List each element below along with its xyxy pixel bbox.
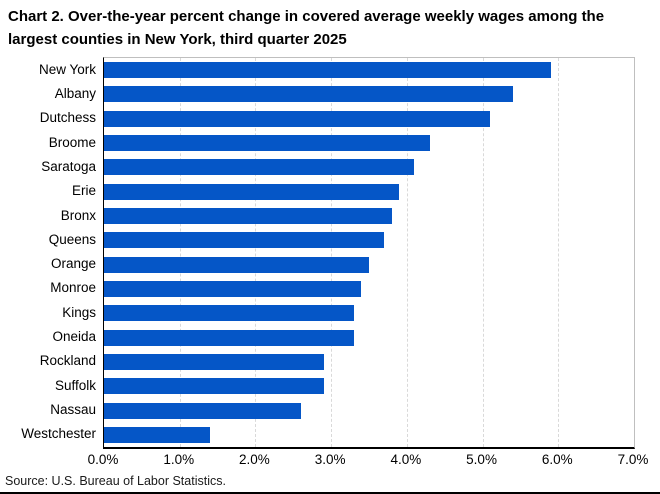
x-tick-label: 7.0% [617,452,649,467]
bar-saratoga [104,159,415,176]
x-tick-label: 5.0% [466,452,497,467]
category-label: Erie [71,183,96,199]
bar-orange [104,256,369,273]
category-label: Albany [54,85,96,101]
category-label: Nassau [50,402,96,418]
bar-kings [104,305,354,322]
chart-title-line2: largest counties in New York, third quar… [8,31,347,48]
gridline [558,58,560,447]
bar-row [104,325,634,349]
category-label: Broome [48,134,96,150]
bar-row [104,180,634,204]
bar-new-york [104,62,551,79]
bar-row [104,131,634,155]
bar-row [104,301,634,325]
x-tick-label: 2.0% [239,452,270,467]
category-label: Kings [62,304,96,320]
x-tick-label: 3.0% [314,452,346,467]
category-axis: New York Albany Dutchess Broome Saratoga Erie… [0,57,96,446]
x-tick-label: 0.0% [87,452,119,467]
bar-nassau [104,402,301,419]
bar-monroe [104,280,362,297]
bar-suffolk [104,378,324,395]
gridline [179,58,181,447]
x-tick-label: 1.0% [163,452,195,467]
bar-row [104,82,634,106]
category-label: Dutchess [39,110,96,126]
category-label: Queens [48,231,96,247]
x-tick-label: 6.0% [541,452,573,467]
bar-row [104,374,634,398]
bar-bronx [104,208,392,225]
category-label: Orange [50,256,96,272]
category-label: Rockland [39,353,96,369]
bar-row [104,155,634,179]
bottom-rule [0,492,660,494]
bar-broome [104,135,430,152]
category-label: New York [38,61,96,77]
plot-area [103,57,635,449]
gridline [406,58,408,447]
bar-queens [104,232,385,249]
x-axis: 0.0% 1.0% 2.0% 3.0% 4.0% 5.0% 6.0% 7.0% [88,452,649,470]
bar-row [104,277,634,301]
bar-westchester [104,426,210,443]
bar-row [104,350,634,374]
bar-erie [104,183,400,200]
chart-title-line1: Chart 2. Over-the-year percent change in… [8,8,605,25]
category-label: Westchester [21,426,96,442]
bar-dutchess [104,110,491,127]
category-label: Suffolk [54,377,96,393]
bar-row [104,228,634,252]
bar-row [104,423,634,447]
source-note: Source: U.S. Bureau of Labor Statistics. [5,474,226,488]
category-label: Oneida [52,329,96,345]
x-tick-label: 4.0% [390,452,422,467]
bar-row [104,107,634,131]
bar-row [104,253,634,277]
gridline [482,58,484,447]
chart-title: Chart 2. Over-the-year percent change in… [8,5,656,51]
bar-row [104,204,634,228]
bar-row [104,58,634,82]
category-label: Bronx [60,207,96,223]
bar-rockland [104,353,324,370]
category-label: Monroe [50,280,96,296]
bar-albany [104,86,513,103]
bar-oneida [104,329,354,346]
gridline [331,58,333,447]
category-label: Saratoga [41,158,96,174]
bar-row [104,398,634,422]
gridline [255,58,257,447]
